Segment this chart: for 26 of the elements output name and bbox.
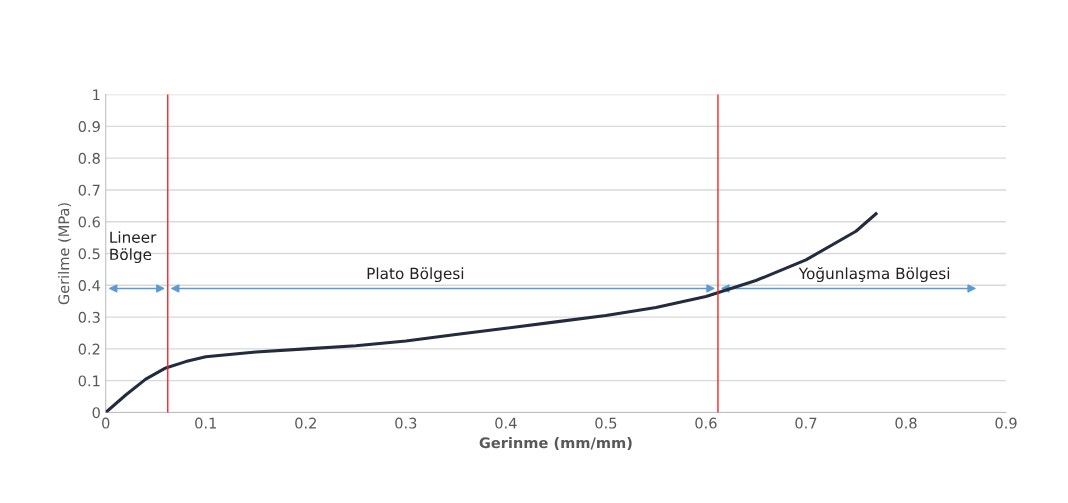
annotation: Lineer Bölge — [110, 231, 157, 264]
y-tick-label: 1 — [93, 89, 100, 101]
x-tick-label: 0.6 — [695, 417, 717, 429]
x-tick-label: 0.4 — [495, 417, 517, 429]
y-tick-label: 0.7 — [78, 184, 100, 196]
x-tick-label: 0.5 — [595, 417, 617, 429]
y-tick-label: 0.8 — [78, 152, 100, 164]
x-axis-title: Gerinme (mm/mm) — [479, 436, 632, 450]
y-tick-label: 0.9 — [78, 121, 100, 133]
x-tick-label: 0 — [102, 417, 110, 429]
x-tick-label: 0.8 — [895, 417, 917, 429]
y-tick-label: 0.6 — [78, 216, 100, 228]
y-tick-label: 0.2 — [78, 343, 100, 355]
y-tick-label: 0.4 — [78, 280, 101, 292]
x-tick-label: 0.7 — [795, 417, 817, 429]
y-tick-label: 0.3 — [78, 311, 100, 323]
y-tick-label: 0.5 — [78, 248, 100, 260]
annotation: Plato Bölgesi — [367, 267, 464, 283]
x-tick-label: 0.9 — [995, 417, 1017, 429]
x-tick-label: 0.1 — [195, 417, 217, 429]
y-tick-label: 0 — [92, 407, 100, 419]
x-tick-label: 0.2 — [295, 417, 316, 429]
y-axis-title: Gerilme (MPa) — [58, 203, 72, 305]
annotation: Yoğunlaşma Bölgesi — [798, 266, 950, 283]
y-tick-label: 0.1 — [78, 375, 100, 387]
x-tick-label: 0.3 — [395, 417, 417, 429]
